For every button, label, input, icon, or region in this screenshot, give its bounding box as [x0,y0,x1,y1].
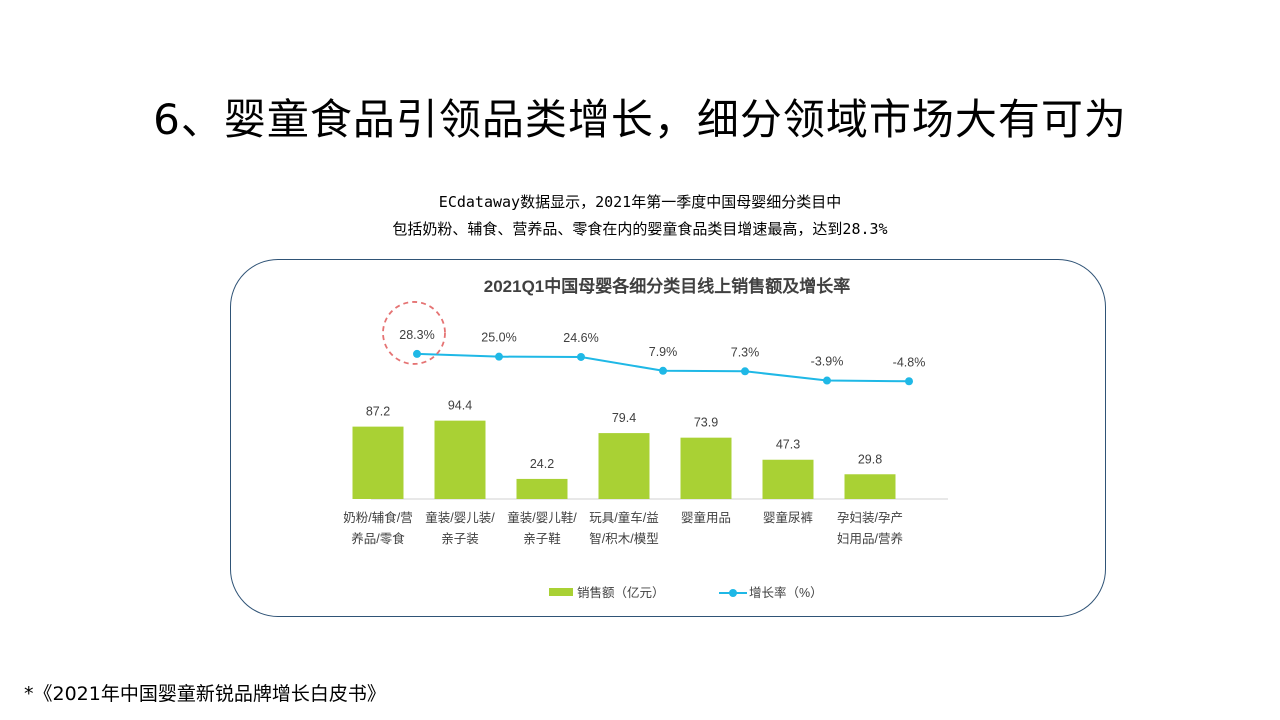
growth-point [413,349,421,358]
sales-growth-chart: 2021Q1中国母婴各细分类目线上销售额及增长率 87.2 94.4 24.2 79.4… [343,276,948,600]
bar-value-label: 94.4 [448,399,472,413]
subtitle-line-1: ECdataway数据显示，2021年第一季度中国母婴细分类目中 [438,193,842,211]
subtitle-line-2: 包括奶粉、辅食、营养品、零食在内的婴童食品类目增速最高，达到28.3% [392,220,888,238]
bar-sales [352,426,404,499]
growth-value-label: 24.6% [563,331,598,345]
growth-value-label: 7.9% [649,345,678,359]
category-label: 玩具/童车/益智/积木/模型 [589,510,658,546]
growth-point [577,352,585,361]
category-label: 童装/婴儿鞋/亲子鞋 [507,510,577,546]
bar-sales [844,474,896,499]
bar-sales [516,478,568,499]
bar-value-label: 29.8 [858,452,882,466]
bar-value-label: 24.2 [530,457,554,471]
growth-point [905,377,913,386]
bar-value-label: 87.2 [366,405,390,419]
growth-point [659,366,667,375]
category-label: 童装/婴儿装/亲子装 [425,510,495,546]
chart-title: 2021Q1中国母婴各细分类目线上销售额及增长率 [484,276,851,296]
growth-value-label: -3.9% [811,355,844,369]
bar-sales [434,420,486,499]
bar-sales [680,437,732,499]
category-label: 婴童尿裤 [763,510,813,525]
footnote-source: *《2021年中国婴童新锐品牌增长白皮书》 [24,683,386,705]
category-label: 孕妇装/孕产妇用品/营养 [837,511,903,546]
growth-value-label: 25.0% [481,331,516,345]
slide-title: 6、婴童食品引领品类增长，细分领域市场大有可为 [153,95,1127,144]
bar-sales [762,459,814,499]
legend-marker-growth [729,589,737,597]
growth-point [823,376,831,385]
bar-sales [598,433,650,499]
growth-point [495,352,503,361]
legend-label-sales: 销售额（亿元） [577,585,665,600]
category-label: 婴童用品 [681,510,731,525]
growth-value-label: -4.8% [893,355,926,369]
growth-point [741,367,749,376]
legend-swatch-sales [549,588,573,596]
legend-label-growth: 增长率（%） [749,585,823,600]
category-label: 奶粉/辅食/营养品/零食 [343,510,412,546]
growth-value-label: 28.3% [399,328,434,342]
bar-value-label: 73.9 [694,416,718,430]
bar-value-label: 47.3 [776,438,800,452]
growth-value-label: 7.3% [731,345,760,359]
chart-frame: 2021Q1中国母婴各细分类目线上销售额及增长率 87.2 94.4 24.2 79.4… [230,259,1106,617]
bar-value-label: 79.4 [612,411,636,425]
